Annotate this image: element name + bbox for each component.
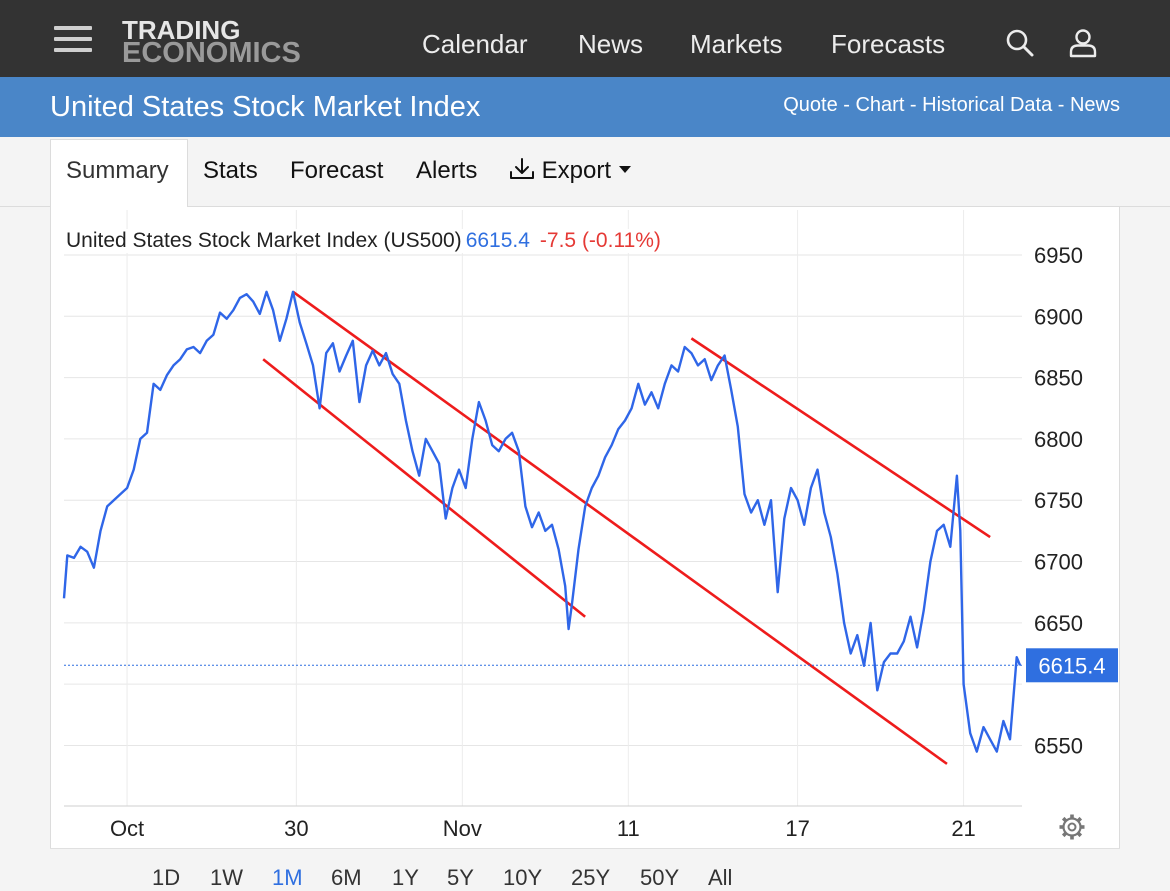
- link-separator: -: [1052, 94, 1070, 116]
- range-selector-bar: [50, 848, 1120, 890]
- last-price: 6615.4: [465, 229, 530, 252]
- y-tick-label: 6800: [1034, 427, 1083, 452]
- range-6m[interactable]: 6M: [331, 865, 362, 890]
- settings-gear-icon[interactable]: [1059, 814, 1085, 840]
- y-tick-label: 6950: [1034, 243, 1083, 268]
- trendline: [690, 337, 991, 539]
- range-1m[interactable]: 1M: [272, 865, 303, 890]
- top-navigation-bar: [0, 0, 1170, 77]
- nav-forecasts[interactable]: Forecasts: [831, 29, 946, 59]
- chart-gridlines: [64, 210, 1022, 807]
- chart-panel: [50, 207, 1120, 890]
- tab-bar: [0, 137, 1170, 207]
- page-title: United States Stock Market Index: [50, 91, 481, 123]
- x-tick-label: 21: [951, 816, 975, 841]
- title-bar: [0, 77, 1170, 137]
- nav-news[interactable]: News: [578, 29, 644, 59]
- y-tick-label: 6750: [1034, 488, 1083, 513]
- y-tick-label: 6900: [1034, 304, 1083, 329]
- caret-down-icon: [618, 166, 631, 173]
- chart-title: United States Stock Market Index (US500): [66, 229, 462, 252]
- logo-line-2: ECONOMICS: [122, 37, 301, 70]
- user-icon[interactable]: [1068, 28, 1098, 63]
- link-chart[interactable]: Chart: [855, 94, 905, 116]
- trendline: [262, 358, 586, 618]
- link-news[interactable]: News: [1069, 94, 1120, 116]
- y-tick-label: 6550: [1034, 733, 1083, 758]
- range-1y[interactable]: 1Y: [392, 865, 419, 890]
- nav-calendar[interactable]: Calendar: [422, 29, 528, 59]
- tab-alerts[interactable]: Alerts: [416, 157, 478, 184]
- trading-economics-logo[interactable]: TRADING ECONOMICS: [122, 15, 301, 70]
- range-50y[interactable]: 50Y: [640, 865, 680, 890]
- price-series-line[interactable]: [62, 290, 1022, 753]
- export-label: Export: [541, 157, 612, 184]
- range-all[interactable]: All: [708, 865, 733, 890]
- link-historical-data[interactable]: Historical Data: [922, 94, 1053, 116]
- y-tick-label: 6650: [1034, 611, 1083, 636]
- tab-active-background: [50, 139, 188, 209]
- tab-summary[interactable]: Summary: [66, 157, 169, 184]
- link-separator: -: [837, 94, 856, 116]
- x-tick-label: Oct: [110, 816, 144, 841]
- link-quote[interactable]: Quote: [783, 94, 838, 116]
- chart-header: United States Stock Market Index (US500)…: [66, 229, 667, 253]
- x-tick-label: Nov: [443, 816, 482, 841]
- x-tick-label: 30: [284, 816, 308, 841]
- price-tag-background: [1026, 648, 1118, 683]
- nav-markets[interactable]: Markets: [690, 29, 783, 59]
- link-separator: -: [904, 94, 923, 116]
- search-icon[interactable]: [1005, 28, 1035, 63]
- tab-forecast[interactable]: Forecast: [290, 157, 384, 184]
- range-10y[interactable]: 10Y: [503, 865, 543, 890]
- trendline: [292, 290, 948, 765]
- menu-icon[interactable]: [54, 26, 92, 56]
- tab-export[interactable]: Export: [509, 157, 632, 185]
- range-1d[interactable]: 1D: [152, 865, 181, 890]
- price-tag-label: 6615.4: [1038, 653, 1105, 678]
- x-axis: Oct 30 Nov 11 17 21: [110, 816, 976, 841]
- price-change: -7.5 (-0.11%): [539, 229, 661, 252]
- x-tick-label: 17: [785, 816, 809, 841]
- logo-line-1: TRADING: [122, 15, 241, 45]
- price-tag: 6615.4: [1026, 648, 1118, 683]
- range-1w[interactable]: 1W: [210, 865, 243, 890]
- y-axis: 6550 6650 6700 6750 6800 6850 6900 6950: [1034, 243, 1083, 758]
- quick-links: Quote - Chart - Historical Data - News: [783, 94, 1120, 117]
- y-tick-label: 6850: [1034, 366, 1083, 391]
- range-5y[interactable]: 5Y: [447, 865, 474, 890]
- download-icon: [510, 158, 534, 179]
- x-tick-label: 11: [617, 816, 640, 841]
- y-tick-label: 6700: [1034, 550, 1083, 575]
- trendlines: [262, 290, 991, 765]
- range-25y[interactable]: 25Y: [571, 865, 611, 890]
- tab-stats[interactable]: Stats: [203, 157, 258, 184]
